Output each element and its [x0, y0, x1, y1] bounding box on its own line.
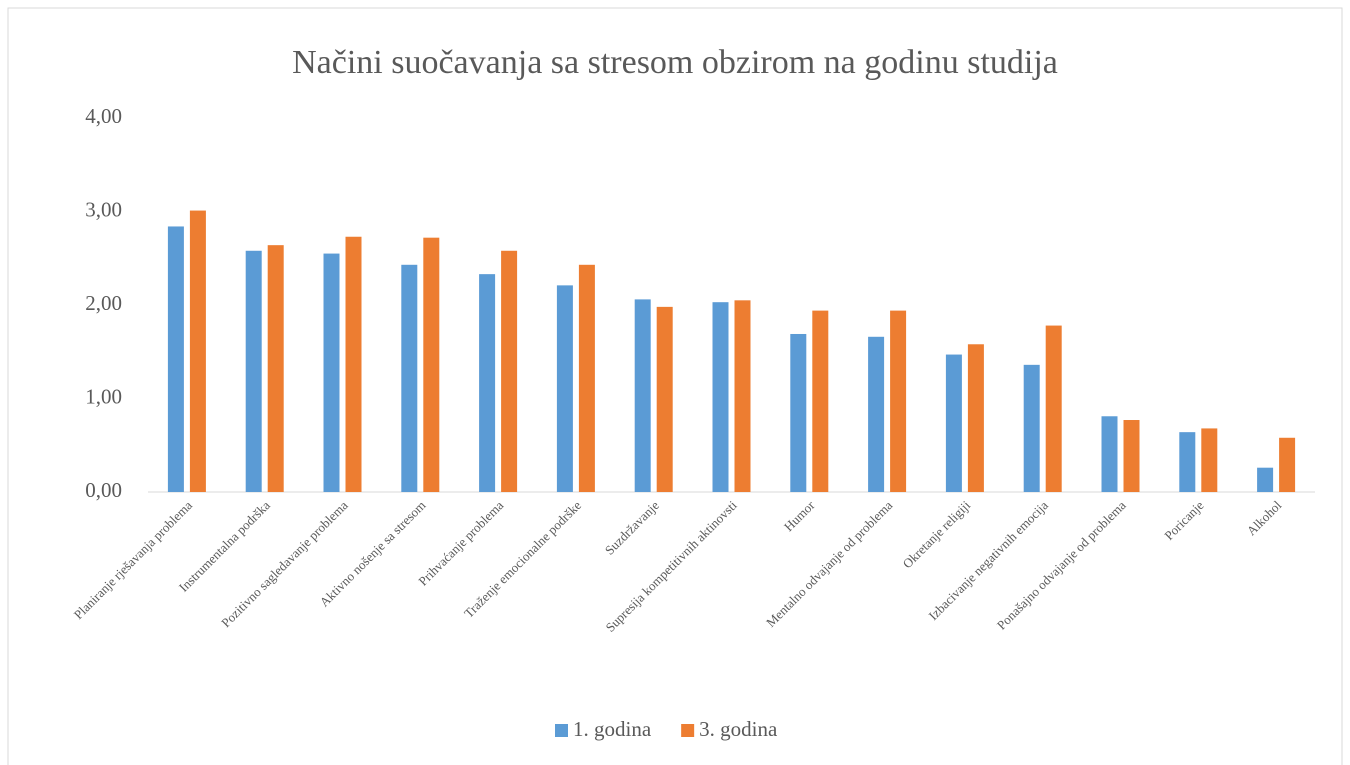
- bar: [1101, 416, 1118, 492]
- bar: [578, 264, 595, 492]
- chart-border: [7, 7, 1343, 765]
- bar: [1201, 428, 1218, 492]
- y-tick-label: 0,00: [85, 478, 122, 502]
- bar: [1179, 432, 1196, 492]
- bar: [556, 285, 573, 492]
- chart-title: Načini suočavanja sa stresom obzirom na …: [292, 44, 1058, 81]
- bar: [245, 250, 262, 492]
- bar: [945, 354, 962, 492]
- bar: [1279, 437, 1296, 492]
- y-tick-label: 1,00: [85, 384, 122, 408]
- bar: [634, 299, 651, 492]
- y-tick-label: 4,00: [85, 104, 122, 128]
- bar: [890, 310, 907, 492]
- y-tick-label: 3,00: [85, 197, 122, 221]
- legend-label: 1. godina: [573, 717, 652, 741]
- bar: [967, 344, 984, 492]
- legend-label: 3. godina: [699, 717, 778, 741]
- bar: [423, 237, 440, 492]
- bar: [267, 245, 284, 492]
- bar: [1257, 467, 1274, 492]
- bar: [479, 274, 496, 492]
- legend-swatch: [555, 724, 568, 737]
- bar: [812, 310, 829, 492]
- bar: [868, 336, 885, 492]
- bar: [1045, 325, 1062, 492]
- bar: [1023, 364, 1040, 492]
- bar: [712, 302, 729, 492]
- y-tick-label: 2,00: [85, 291, 122, 315]
- bar: [189, 210, 206, 492]
- bar: [734, 300, 751, 492]
- bar: [501, 250, 518, 492]
- bar: [1123, 420, 1140, 492]
- bar: [167, 226, 184, 492]
- bar: [323, 253, 340, 492]
- bar: [790, 333, 807, 492]
- bar: [345, 236, 362, 492]
- legend-swatch: [681, 724, 695, 737]
- bar: [401, 264, 418, 492]
- bar: [656, 306, 673, 492]
